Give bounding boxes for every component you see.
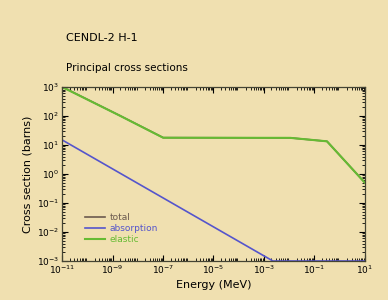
- Legend: total, absorption, elastic: total, absorption, elastic: [82, 209, 162, 248]
- Text: Principal cross sections: Principal cross sections: [66, 63, 188, 73]
- X-axis label: Energy (MeV): Energy (MeV): [176, 280, 251, 290]
- elastic: [112, 111, 117, 115]
- elastic: [176, 136, 180, 140]
- absorption: [362, 259, 367, 263]
- total: [357, 174, 361, 178]
- Line: absorption: absorption: [62, 140, 365, 261]
- total: [176, 136, 180, 140]
- total: [362, 181, 367, 184]
- absorption: [176, 205, 180, 208]
- elastic: [94, 102, 99, 106]
- total: [112, 111, 117, 115]
- absorption: [60, 138, 64, 142]
- total: [60, 85, 64, 88]
- total: [94, 102, 99, 106]
- absorption: [112, 168, 117, 172]
- absorption: [324, 259, 329, 263]
- absorption: [270, 259, 275, 263]
- Line: total: total: [62, 87, 365, 182]
- absorption: [189, 212, 194, 216]
- total: [189, 136, 194, 140]
- Y-axis label: Cross section (barns): Cross section (barns): [23, 115, 33, 233]
- Text: CENDL-2 H-1: CENDL-2 H-1: [66, 33, 138, 43]
- elastic: [357, 174, 361, 178]
- elastic: [324, 140, 329, 143]
- absorption: [357, 259, 361, 263]
- elastic: [362, 181, 367, 184]
- elastic: [189, 136, 194, 140]
- total: [324, 140, 329, 143]
- absorption: [94, 158, 99, 161]
- Line: elastic: elastic: [62, 87, 365, 183]
- elastic: [60, 85, 64, 89]
